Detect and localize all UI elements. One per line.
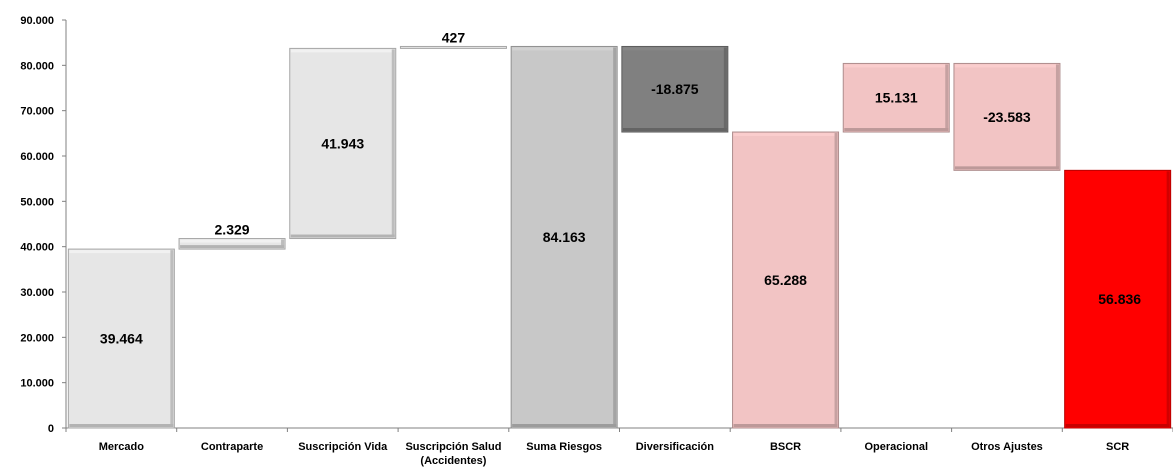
- bar-body: [399, 45, 507, 49]
- bar-bevel-bottom: [622, 128, 727, 132]
- x-tick-label: Mercado: [99, 441, 145, 453]
- x-tick-label: Operacional: [864, 441, 928, 453]
- waterfall-bar: [732, 131, 840, 429]
- x-tick-label: Contraparte: [201, 441, 263, 453]
- bar-body: [67, 248, 175, 429]
- waterfall-bar: [399, 45, 507, 49]
- y-tick-label: 20.000: [20, 332, 54, 344]
- y-tick-label: 0: [48, 423, 54, 435]
- bar-body: [621, 45, 729, 133]
- y-tick-label: 30.000: [20, 287, 54, 299]
- bar-body: [178, 238, 286, 250]
- bar-body: [1064, 169, 1172, 429]
- x-tick-label: SCR: [1106, 441, 1129, 453]
- data-label: 65.288: [764, 272, 807, 288]
- bar-bevel-bottom: [733, 424, 838, 427]
- data-label: 39.464: [100, 331, 143, 347]
- y-tick-label: 80.000: [20, 60, 54, 72]
- y-tick-label: 50.000: [20, 196, 54, 208]
- x-tick-label: BSCR: [770, 441, 801, 453]
- bar-bevel-right: [1055, 64, 1059, 170]
- y-tick-label: 60.000: [20, 151, 54, 163]
- axes: 0 10.000 20.000 30.000 40.000 50.000 60.000 70.…: [20, 15, 1173, 467]
- y-tick-label: 40.000: [20, 242, 54, 254]
- data-label: -18.875: [651, 81, 699, 97]
- bar-bevel-bottom: [1065, 424, 1170, 427]
- bar-body: [289, 47, 397, 240]
- data-label: 84.163: [543, 229, 586, 245]
- bar-bevel-top: [512, 47, 617, 51]
- bar-bevel-right: [391, 49, 395, 238]
- bars: [67, 45, 1172, 429]
- data-label: -23.583: [983, 109, 1031, 125]
- bar-bevel-top: [1065, 171, 1170, 175]
- x-tick-label: Diversificación: [636, 441, 715, 453]
- bar-bevel-bottom: [180, 245, 285, 249]
- data-labels: 39.464 2.329 41.943 427 84.163 -18.875 65.288 1…: [100, 29, 1141, 346]
- bar-bevel-bottom: [954, 166, 1059, 170]
- data-label: 41.943: [321, 135, 364, 151]
- bar-bevel-right: [613, 47, 617, 428]
- y-tick-label: 10.000: [20, 378, 54, 390]
- x-tick-label: Suscripción Salud (Accidentes): [405, 441, 501, 467]
- bar-body: [842, 62, 950, 133]
- bar-bevel-top: [180, 239, 285, 243]
- waterfall-bar: [953, 62, 1061, 171]
- x-tick-label: Suscripción Vida: [298, 441, 388, 453]
- bar-bevel-bottom: [844, 128, 949, 132]
- bar-bevel-top: [844, 64, 949, 68]
- bar-bevel-bottom: [512, 424, 617, 427]
- bar-bevel-right: [834, 133, 838, 427]
- bar-bevel-right: [1166, 171, 1170, 427]
- data-label: 427: [442, 29, 466, 45]
- waterfall-bar: [67, 248, 175, 429]
- data-label: 56.836: [1098, 291, 1141, 307]
- bar-bevel-bottom: [69, 424, 174, 427]
- waterfall-bar: [510, 45, 618, 429]
- data-label: 15.131: [875, 90, 918, 106]
- bar-body: [953, 62, 1061, 171]
- y-tick-label: 70.000: [20, 106, 54, 118]
- bar-bevel-right: [723, 47, 727, 132]
- bar-bevel-top: [733, 133, 838, 137]
- bar-body: [732, 131, 840, 429]
- bar-bevel-top: [954, 64, 1059, 68]
- bar-bevel-right: [945, 64, 949, 132]
- waterfall-bar: [1064, 169, 1172, 429]
- waterfall-bar: [621, 45, 729, 133]
- bar-bevel-right: [170, 250, 174, 427]
- data-label: 2.329: [215, 222, 250, 238]
- bar-bevel-top: [290, 49, 395, 53]
- waterfall-bar: [178, 238, 286, 250]
- bar-body: [510, 45, 618, 429]
- waterfall-bar: [289, 47, 397, 240]
- x-tick-label: Otros Ajustes: [971, 441, 1043, 453]
- y-tick-label: 90.000: [20, 15, 54, 27]
- bar-bevel-bottom: [290, 234, 395, 238]
- bar-bevel-top: [622, 47, 727, 51]
- waterfall-bar: [842, 62, 950, 133]
- x-tick-label: Suma Riesgos: [526, 441, 602, 453]
- bar-bevel-right: [281, 239, 285, 249]
- bar-bevel-top: [69, 250, 174, 254]
